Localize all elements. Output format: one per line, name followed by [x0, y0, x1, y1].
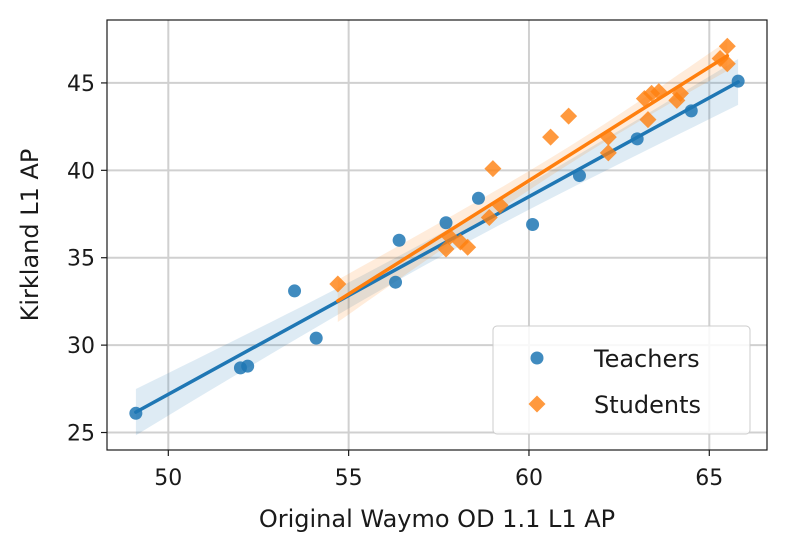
- x-tick-label: 55: [335, 466, 363, 491]
- data-point-students: [484, 160, 502, 178]
- axis-ticks: 50 55 60 65 25 30 35 40 45: [67, 72, 723, 491]
- data-point-students: [437, 240, 455, 258]
- data-point-students: [480, 209, 498, 227]
- data-point-students: [671, 84, 689, 102]
- legend-label-students: Students: [594, 391, 701, 419]
- data-point-teachers: [526, 218, 540, 232]
- regression-line-students: [336, 53, 730, 303]
- data-point-students: [542, 128, 560, 146]
- y-axis-label: Kirkland L1 AP: [16, 149, 44, 322]
- data-point-teachers: [389, 275, 403, 289]
- data-point-teachers: [309, 331, 323, 345]
- plot-frame: [106, 19, 768, 451]
- x-tick-label: 60: [515, 466, 543, 491]
- data-point-students: [459, 238, 477, 256]
- y-tick-label: 35: [67, 247, 95, 272]
- data-point-students: [329, 275, 347, 293]
- data-point-teachers: [630, 132, 644, 146]
- data-point-teachers: [439, 216, 453, 230]
- data-point-students: [599, 144, 617, 162]
- data-point-teachers: [471, 191, 485, 205]
- data-point-students: [650, 83, 668, 101]
- y-tick-label: 30: [67, 334, 95, 359]
- data-point-teachers: [241, 359, 255, 373]
- grid-lines: [107, 20, 767, 450]
- data-point-teachers: [684, 104, 698, 118]
- data-point-students: [560, 107, 578, 125]
- data-point-students: [639, 111, 657, 129]
- data-point-teachers: [129, 406, 143, 420]
- y-tick-label: 45: [67, 72, 95, 97]
- x-tick-label: 50: [154, 466, 182, 491]
- data-point-teachers: [572, 169, 586, 183]
- y-tick-label: 40: [67, 159, 95, 184]
- legend-marker-students: [528, 395, 546, 413]
- data-point-students: [599, 128, 617, 146]
- x-tick-label: 65: [695, 466, 723, 491]
- legend: Teachers Students: [492, 325, 751, 435]
- y-tick-label: 25: [67, 422, 95, 447]
- legend-label-teachers: Teachers: [593, 345, 700, 373]
- legend-box: [492, 325, 751, 435]
- data-point-teachers: [288, 284, 302, 298]
- data-point-teachers: [731, 74, 745, 88]
- data-points: [129, 37, 745, 420]
- data-point-teachers: [392, 233, 406, 247]
- confidence-band-students: [337, 40, 728, 323]
- data-point-students: [718, 37, 736, 55]
- x-axis-label: Original Waymo OD 1.1 L1 AP: [259, 505, 615, 533]
- legend-marker-teachers: [530, 351, 544, 365]
- data-point-students: [718, 55, 736, 73]
- data-point-students: [491, 196, 509, 214]
